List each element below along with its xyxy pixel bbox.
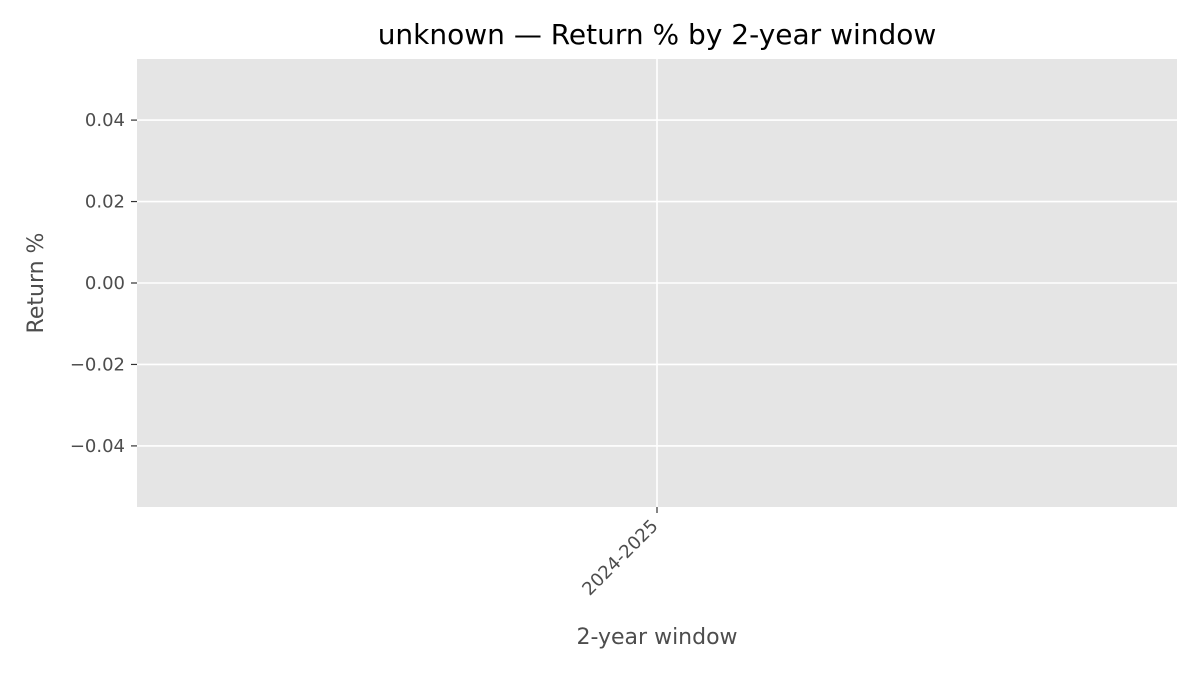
y-axis: 0.04 0.02 0.00 −0.02 −0.04 [70,110,137,457]
y-tick-label: 0.00 [85,273,125,294]
x-tick-label: 2024-2025 [578,516,662,600]
chart-title: unknown — Return % by 2-year window [378,18,937,51]
x-axis-label: 2-year window [576,625,737,650]
x-axis: 2024-2025 [578,507,663,600]
y-tick-label: −0.04 [70,436,125,457]
y-axis-label: Return % [24,233,49,334]
grid-lines [137,59,1177,507]
y-tick-label: −0.02 [70,354,125,375]
y-tick-label: 0.02 [85,192,125,213]
y-tick-label: 0.04 [85,110,125,131]
